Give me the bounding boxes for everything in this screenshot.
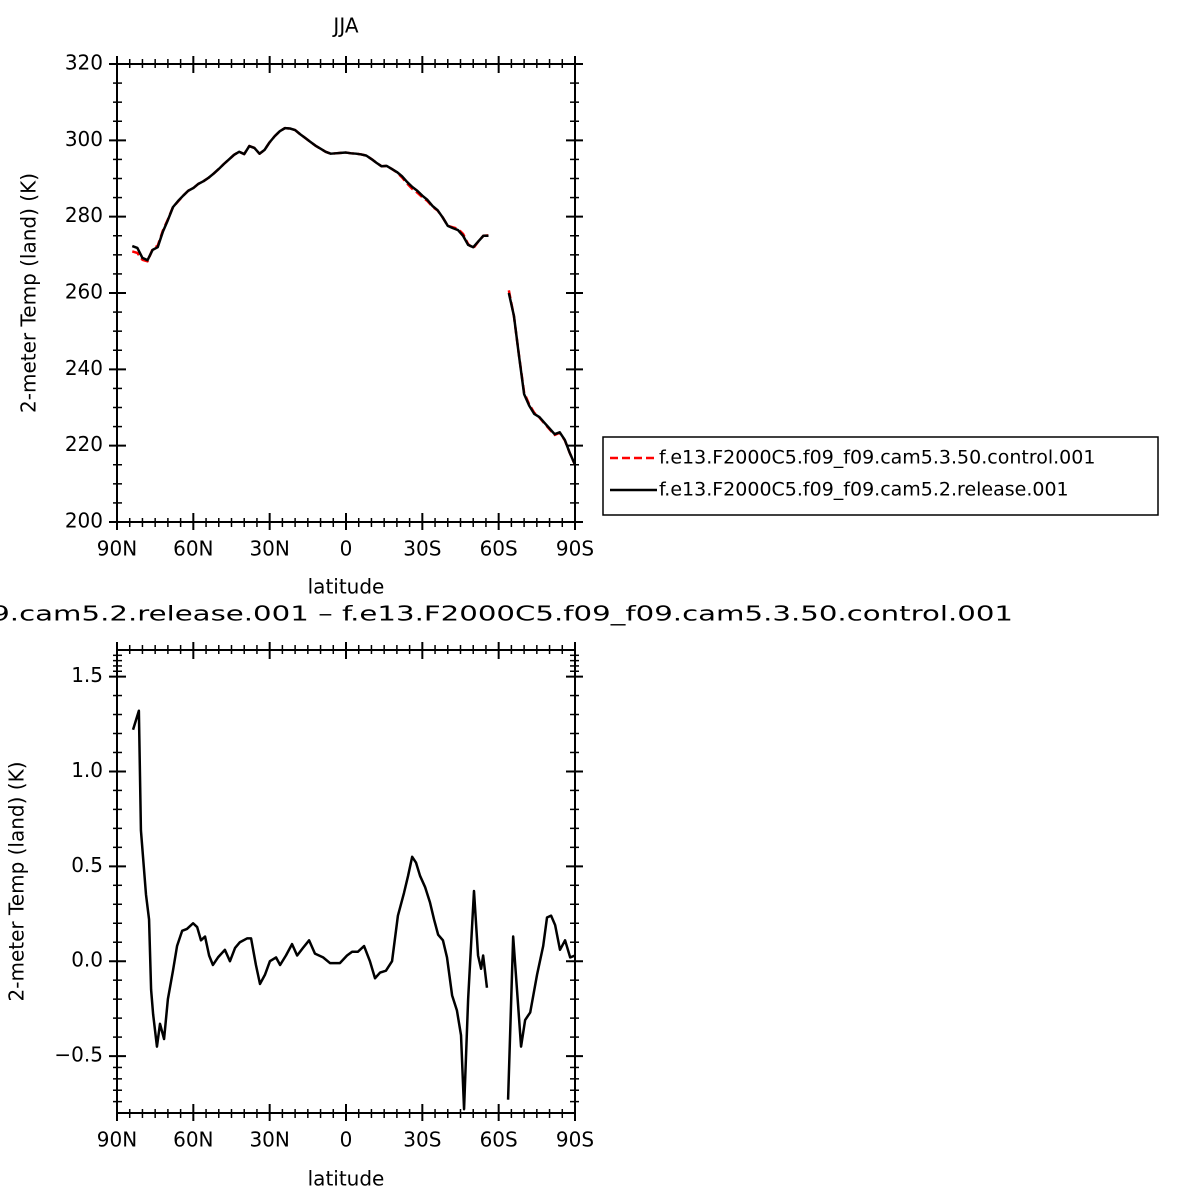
y-tick-label: 220: [65, 432, 103, 456]
y-axis-label: 2-meter Temp (land) (K): [17, 173, 41, 413]
x-tick-label: 60S: [480, 537, 518, 561]
chart-title: f.e13.F2000C5.f09_f09.cam5.2.release.001…: [0, 602, 1013, 626]
chart-title: JJA: [331, 14, 358, 38]
data-line: [131, 126, 577, 466]
y-axis-label: 2-meter Temp (land) (K): [5, 762, 29, 1002]
x-tick-label: 30N: [249, 1128, 289, 1152]
x-tick-label: 90S: [556, 1128, 594, 1152]
y-tick-label: 240: [65, 356, 103, 380]
plot-frame: [116, 649, 576, 1114]
legend: f.e13.F2000C5.f09_f09.cam5.3.50.control.…: [602, 436, 1159, 516]
x-tick-label: 60N: [173, 537, 213, 561]
x-tick-label: 60S: [480, 1128, 518, 1152]
x-tick-label: 90N: [97, 537, 137, 561]
y-tick-label: 300: [65, 127, 103, 151]
legend-label: f.e13.F2000C5.f09_f09.cam5.2.release.001: [659, 479, 1069, 501]
plot-frame: [116, 63, 576, 523]
y-tick-label: 260: [65, 280, 103, 304]
y-tick-label: 280: [65, 203, 103, 227]
x-tick-label: 30S: [403, 1128, 441, 1152]
y-tick-label: 320: [65, 51, 103, 75]
x-tick-label: 0: [340, 1128, 353, 1152]
x-tick-label: 30S: [403, 537, 441, 561]
data-line: [131, 709, 576, 1111]
y-tick-label: 0.5: [71, 853, 103, 877]
y-tick-label: 200: [65, 509, 103, 533]
y-tick-label: 1.0: [71, 758, 103, 782]
x-axis-label: latitude: [308, 1167, 385, 1191]
x-axis-label: latitude: [308, 575, 385, 599]
x-tick-label: 90N: [97, 1128, 137, 1152]
x-tick-label: 90S: [556, 537, 594, 561]
y-tick-label: −0.5: [54, 1043, 103, 1067]
legend-label: f.e13.F2000C5.f09_f09.cam5.3.50.control.…: [659, 447, 1095, 469]
x-tick-label: 0: [340, 537, 353, 561]
x-tick-label: 60N: [173, 1128, 213, 1152]
x-tick-label: 30N: [249, 537, 289, 561]
y-tick-label: 1.5: [71, 663, 103, 687]
y-tick-label: 0.0: [71, 948, 103, 972]
legend-box: [602, 436, 1159, 516]
